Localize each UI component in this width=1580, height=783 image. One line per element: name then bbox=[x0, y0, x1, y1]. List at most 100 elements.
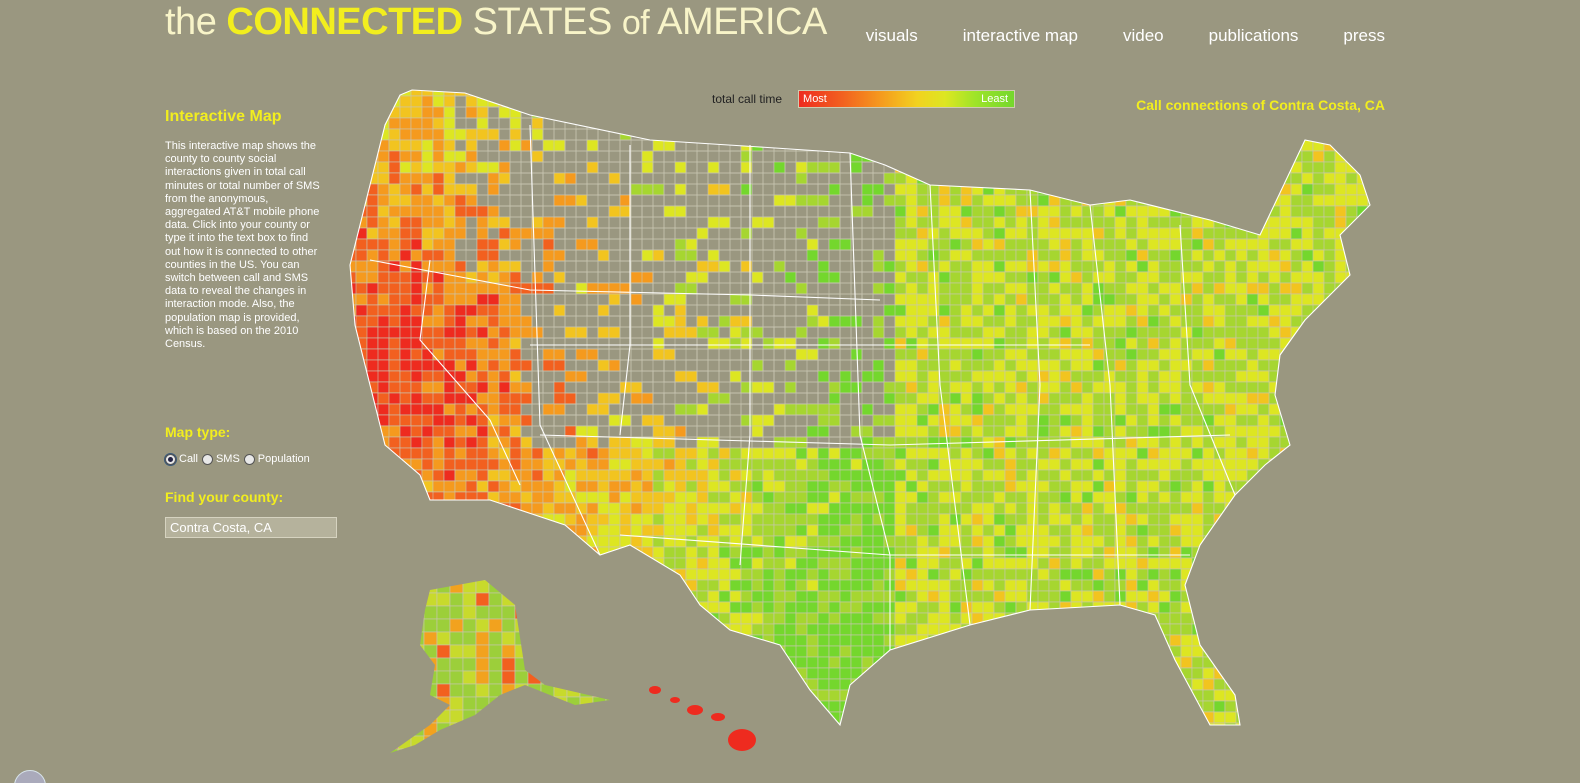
county-cell[interactable] bbox=[1147, 645, 1160, 658]
county-cell[interactable] bbox=[1070, 557, 1083, 570]
county-cell[interactable] bbox=[718, 645, 742, 658]
county-cell[interactable] bbox=[652, 85, 665, 97]
county-cell[interactable] bbox=[1026, 348, 1039, 361]
county-cell[interactable] bbox=[1191, 172, 1204, 185]
county-cell[interactable] bbox=[1114, 546, 1127, 559]
county-cell[interactable] bbox=[982, 95, 995, 108]
county-cell[interactable] bbox=[465, 249, 478, 262]
county-cell[interactable] bbox=[1136, 249, 1149, 262]
county-cell[interactable] bbox=[993, 95, 1006, 108]
county-cell[interactable] bbox=[828, 513, 841, 526]
county-cell[interactable] bbox=[685, 183, 698, 196]
county-cell[interactable] bbox=[1345, 238, 1358, 251]
county-cell[interactable] bbox=[751, 106, 764, 119]
county-cell[interactable] bbox=[1059, 326, 1072, 339]
county-cell[interactable] bbox=[575, 359, 588, 372]
county-cell[interactable] bbox=[762, 249, 775, 262]
county-cell[interactable] bbox=[872, 304, 885, 317]
county-cell[interactable] bbox=[1323, 271, 1336, 284]
county-cell[interactable] bbox=[1268, 524, 1281, 537]
county-cell[interactable] bbox=[1334, 85, 1347, 97]
county-cell[interactable] bbox=[1202, 172, 1226, 185]
county-cell[interactable] bbox=[773, 326, 786, 339]
county-cell[interactable] bbox=[916, 645, 929, 658]
county-cell[interactable] bbox=[1301, 85, 1314, 97]
county-cell[interactable] bbox=[1279, 524, 1292, 537]
county-cell[interactable] bbox=[828, 359, 841, 372]
county-cell[interactable] bbox=[1235, 645, 1248, 658]
county-cell[interactable] bbox=[1136, 557, 1149, 570]
county-cell[interactable] bbox=[575, 458, 588, 471]
county-cell[interactable] bbox=[806, 282, 819, 295]
county-cell[interactable] bbox=[1169, 304, 1182, 317]
county-cell[interactable] bbox=[345, 106, 357, 119]
county-cell[interactable] bbox=[531, 403, 544, 416]
county-cell[interactable] bbox=[1092, 612, 1105, 625]
county-cell[interactable] bbox=[1015, 403, 1028, 416]
county-cell[interactable] bbox=[1312, 425, 1336, 438]
county-cell[interactable] bbox=[1367, 425, 1379, 438]
county-cell[interactable] bbox=[762, 436, 775, 449]
county-cell[interactable] bbox=[784, 623, 797, 636]
county-cell[interactable] bbox=[971, 106, 995, 119]
county-cell[interactable] bbox=[1301, 326, 1325, 339]
county-cell[interactable] bbox=[685, 634, 698, 647]
county-cell[interactable] bbox=[971, 447, 984, 460]
county-cell[interactable] bbox=[1136, 623, 1149, 636]
county-cell[interactable] bbox=[795, 568, 808, 581]
county-cell[interactable] bbox=[377, 337, 390, 350]
county-cell[interactable] bbox=[509, 370, 522, 383]
county-cell[interactable] bbox=[894, 95, 918, 108]
county-cell[interactable] bbox=[927, 579, 940, 592]
county-cell[interactable] bbox=[685, 392, 698, 405]
county-cell[interactable] bbox=[564, 139, 577, 152]
county-cell[interactable] bbox=[1191, 117, 1215, 130]
county-cell[interactable] bbox=[597, 557, 610, 570]
county-cell[interactable] bbox=[850, 502, 863, 515]
county-cell[interactable] bbox=[806, 590, 819, 603]
county-cell[interactable] bbox=[1059, 172, 1083, 185]
county-cell[interactable] bbox=[1379, 283, 1400, 294]
county-cell[interactable] bbox=[531, 150, 544, 163]
county-cell[interactable] bbox=[718, 513, 731, 526]
county-cell[interactable] bbox=[1246, 304, 1259, 317]
county-cell[interactable] bbox=[729, 612, 742, 625]
county-cell[interactable] bbox=[971, 381, 984, 394]
county-cell[interactable] bbox=[531, 645, 544, 658]
county-cell[interactable] bbox=[817, 579, 830, 592]
county-cell[interactable] bbox=[1367, 623, 1379, 636]
county-cell[interactable] bbox=[1081, 161, 1094, 174]
county-cell[interactable] bbox=[1345, 117, 1358, 130]
county-cell[interactable] bbox=[1180, 106, 1193, 119]
county-cell[interactable] bbox=[1367, 117, 1379, 130]
county-cell[interactable] bbox=[960, 645, 984, 658]
county-cell[interactable] bbox=[1301, 546, 1325, 559]
county-cell[interactable] bbox=[1026, 117, 1050, 130]
county-cell[interactable] bbox=[993, 238, 1006, 251]
county-cell[interactable] bbox=[377, 656, 390, 669]
county-cell[interactable] bbox=[399, 414, 412, 427]
county-cell[interactable] bbox=[575, 590, 588, 603]
county-cell[interactable] bbox=[1015, 645, 1028, 658]
county-cell[interactable] bbox=[861, 414, 874, 427]
county-cell[interactable] bbox=[718, 458, 731, 471]
county-cell[interactable] bbox=[696, 293, 709, 306]
county-cell[interactable] bbox=[1290, 238, 1303, 251]
county-cell[interactable] bbox=[1334, 403, 1347, 416]
county-cell[interactable] bbox=[872, 568, 885, 581]
county-cell[interactable] bbox=[685, 458, 698, 471]
county-cell[interactable] bbox=[1246, 535, 1270, 548]
county-cell[interactable] bbox=[1345, 106, 1358, 119]
county-cell[interactable] bbox=[1379, 261, 1390, 272]
county-cell[interactable] bbox=[608, 326, 621, 339]
county-cell[interactable] bbox=[828, 568, 841, 581]
county-cell[interactable] bbox=[916, 95, 929, 108]
county-cell[interactable] bbox=[1367, 612, 1379, 625]
county-cell[interactable] bbox=[1367, 568, 1379, 581]
county-cell[interactable] bbox=[1026, 161, 1039, 174]
county-cell[interactable] bbox=[1345, 491, 1358, 504]
county-cell[interactable] bbox=[1147, 601, 1160, 614]
county-cell[interactable] bbox=[1279, 85, 1292, 97]
county-cell[interactable] bbox=[1290, 172, 1303, 185]
county-cell[interactable] bbox=[1125, 623, 1149, 636]
